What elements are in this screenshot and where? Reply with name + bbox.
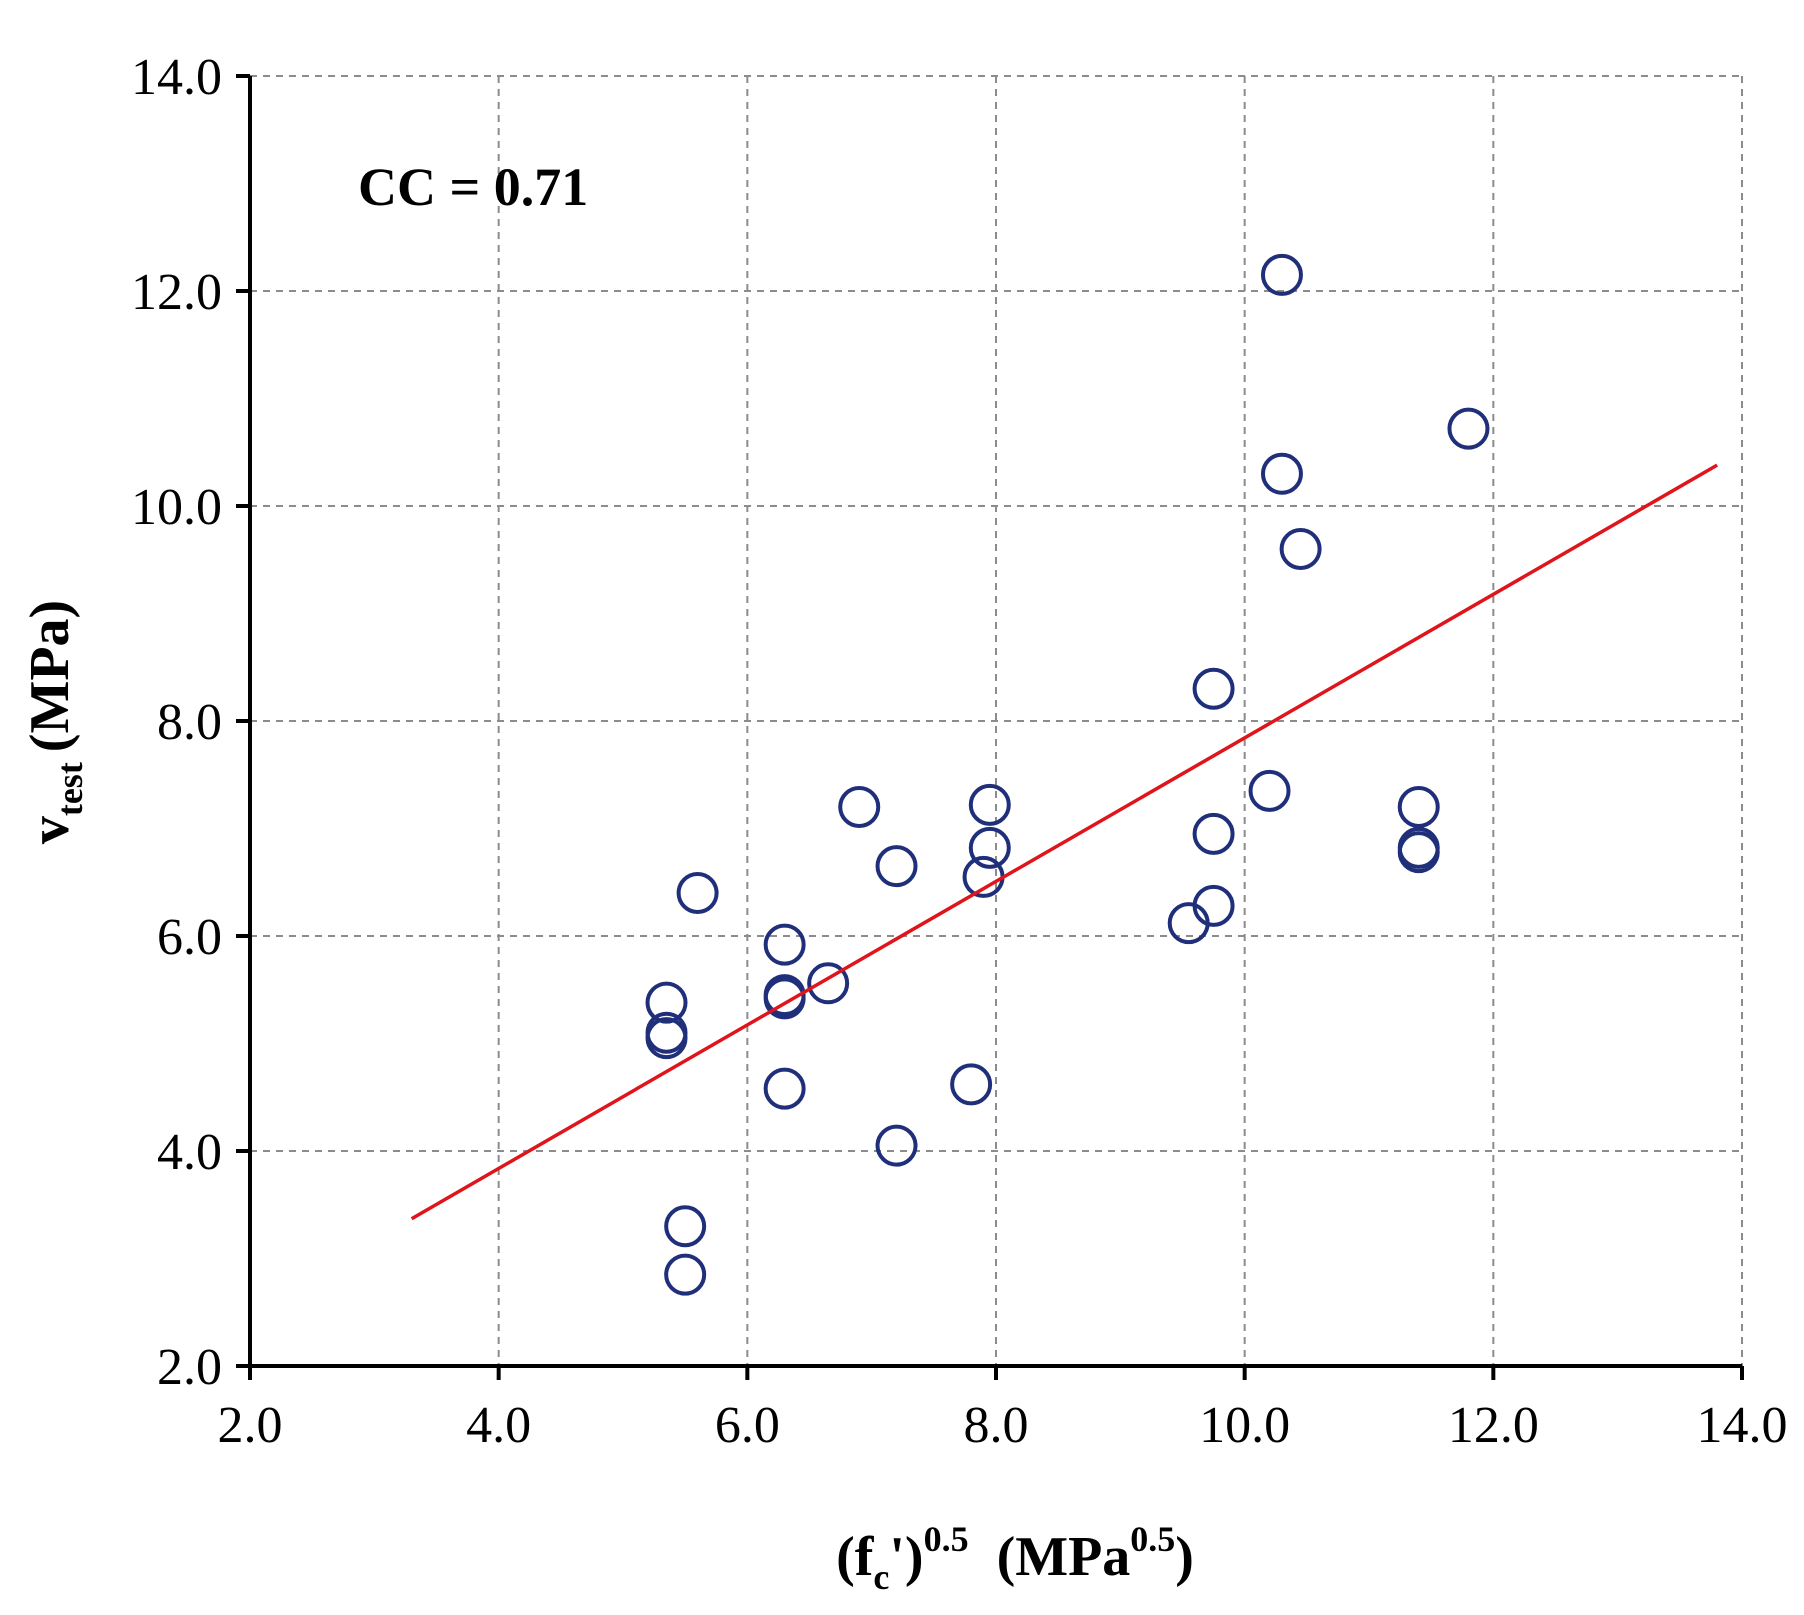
- data-point: [763, 977, 806, 1020]
- trend-line: [410, 463, 1719, 1221]
- grid-lines: [250, 75, 1743, 1366]
- data-point: [645, 1017, 688, 1060]
- data-point: [664, 1205, 707, 1248]
- x-title-unit-open: (MPa: [997, 1526, 1131, 1588]
- data-point: [763, 1067, 806, 1110]
- y-tick-label: 6.0: [157, 909, 222, 966]
- x-axis-title: (fc')0.5 (MPa0.5): [836, 1519, 1194, 1597]
- y-tick-label: 12.0: [131, 264, 222, 321]
- data-point: [968, 826, 1011, 869]
- x-title-unit-sup: 0.5: [1130, 1519, 1175, 1559]
- data-point: [1397, 786, 1440, 828]
- data-point: [1447, 407, 1490, 450]
- x-tick-label: 4.0: [466, 1397, 531, 1454]
- data-point: [1248, 769, 1291, 812]
- y-title-sub: test: [50, 762, 90, 816]
- y-title-base: v: [19, 816, 81, 844]
- y-tick-label: 8.0: [157, 694, 222, 751]
- x-title-sub: c: [873, 1557, 889, 1597]
- y-tick-label: 10.0: [131, 479, 222, 536]
- y-axis-title: vtest (MPa): [19, 600, 90, 844]
- data-point: [1192, 667, 1235, 710]
- x-title-sup: 0.5: [924, 1519, 969, 1559]
- x-tick-label: 10.0: [1199, 1397, 1290, 1454]
- data-point: [1279, 528, 1322, 570]
- data-point: [1192, 884, 1235, 927]
- x-tick-label: 12.0: [1448, 1397, 1539, 1454]
- y-title-unit: (MPa): [19, 600, 81, 752]
- data-point: [807, 962, 850, 1005]
- data-point: [875, 845, 918, 888]
- x-tick-label: 2.0: [218, 1397, 283, 1454]
- x-tick-label: 8.0: [964, 1397, 1029, 1454]
- data-point: [763, 923, 806, 966]
- x-title-mid: '): [889, 1526, 923, 1588]
- data-point: [664, 1253, 707, 1296]
- data-point: [968, 783, 1011, 826]
- y-tick-label: 4.0: [157, 1124, 222, 1181]
- data-point: [950, 1063, 993, 1106]
- x-title-base: (f: [836, 1526, 875, 1588]
- data-point: [875, 1124, 918, 1167]
- y-tick-label: 14.0: [131, 49, 222, 106]
- cc-annotation: CC = 0.71: [358, 157, 588, 217]
- data-point: [676, 872, 719, 914]
- x-tick-label: 14.0: [1697, 1397, 1788, 1454]
- data-point: [1260, 253, 1303, 296]
- data-point: [1260, 452, 1303, 495]
- data-series: [410, 253, 1719, 1296]
- data-point: [645, 981, 688, 1024]
- y-tick-label: 2.0: [157, 1339, 222, 1396]
- data-point: [1397, 831, 1440, 874]
- x-title-unit-close: ): [1175, 1526, 1194, 1588]
- x-tick-label: 6.0: [715, 1397, 780, 1454]
- data-point: [1192, 812, 1235, 855]
- data-point: [838, 786, 881, 828]
- axes: [236, 74, 1744, 1380]
- tick-labels: 2.0 4.0 6.0 8.0 10.0 12.0 14.0 2.0 4.0 6.0 8.0 10.0…: [131, 49, 1788, 1454]
